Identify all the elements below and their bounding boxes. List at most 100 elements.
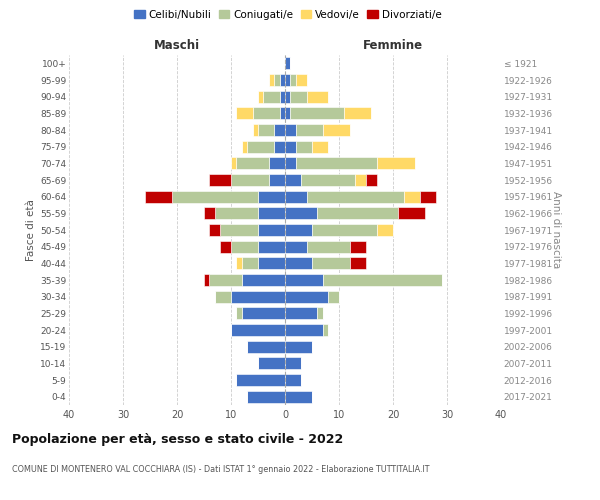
- Bar: [290, 108, 344, 120]
- Legend: Celibi/Nubili, Coniugati/e, Vedovi/e, Divorziati/e: Celibi/Nubili, Coniugati/e, Vedovi/e, Di…: [132, 8, 444, 22]
- Bar: [231, 174, 269, 186]
- Bar: [242, 140, 247, 152]
- Bar: [312, 140, 328, 152]
- Bar: [290, 74, 296, 86]
- Bar: [209, 174, 231, 186]
- Bar: [344, 108, 371, 120]
- Text: Maschi: Maschi: [154, 38, 200, 52]
- Bar: [269, 74, 274, 86]
- Bar: [258, 90, 263, 102]
- Bar: [323, 124, 350, 136]
- Bar: [258, 224, 285, 236]
- Bar: [285, 90, 290, 102]
- Bar: [274, 124, 285, 136]
- Bar: [317, 308, 323, 320]
- Bar: [328, 290, 339, 302]
- Bar: [285, 74, 290, 86]
- Bar: [220, 240, 231, 252]
- Bar: [285, 58, 290, 70]
- Bar: [280, 108, 285, 120]
- Bar: [307, 90, 328, 102]
- Bar: [145, 190, 172, 202]
- Bar: [366, 174, 377, 186]
- Bar: [355, 174, 366, 186]
- Bar: [253, 124, 258, 136]
- Bar: [215, 208, 258, 220]
- Bar: [377, 158, 415, 170]
- Bar: [312, 224, 377, 236]
- Bar: [231, 290, 285, 302]
- Bar: [301, 174, 355, 186]
- Bar: [398, 208, 425, 220]
- Text: COMUNE DI MONTENERO VAL COCCHIARA (IS) - Dati ISTAT 1° gennaio 2022 - Elaborazio: COMUNE DI MONTENERO VAL COCCHIARA (IS) -…: [12, 466, 430, 474]
- Bar: [377, 224, 393, 236]
- Bar: [285, 158, 296, 170]
- Bar: [236, 108, 253, 120]
- Bar: [350, 240, 366, 252]
- Bar: [285, 290, 328, 302]
- Bar: [420, 190, 436, 202]
- Bar: [172, 190, 258, 202]
- Text: Femmine: Femmine: [363, 38, 423, 52]
- Bar: [247, 340, 285, 352]
- Bar: [242, 258, 258, 270]
- Bar: [280, 90, 285, 102]
- Bar: [285, 374, 301, 386]
- Bar: [285, 224, 312, 236]
- Bar: [231, 158, 236, 170]
- Bar: [285, 108, 290, 120]
- Bar: [285, 190, 307, 202]
- Bar: [209, 224, 220, 236]
- Bar: [247, 390, 285, 402]
- Y-axis label: Fasce di età: Fasce di età: [26, 199, 36, 261]
- Bar: [285, 258, 312, 270]
- Bar: [307, 240, 350, 252]
- Bar: [258, 208, 285, 220]
- Bar: [285, 240, 307, 252]
- Bar: [236, 374, 285, 386]
- Bar: [258, 358, 285, 370]
- Text: Popolazione per età, sesso e stato civile - 2022: Popolazione per età, sesso e stato civil…: [12, 432, 343, 446]
- Bar: [285, 358, 301, 370]
- Bar: [285, 208, 317, 220]
- Bar: [285, 174, 301, 186]
- Bar: [296, 124, 323, 136]
- Bar: [253, 108, 280, 120]
- Bar: [274, 74, 280, 86]
- Bar: [236, 258, 242, 270]
- Bar: [269, 174, 285, 186]
- Bar: [285, 390, 312, 402]
- Bar: [209, 274, 242, 286]
- Bar: [258, 124, 274, 136]
- Bar: [285, 340, 312, 352]
- Bar: [258, 258, 285, 270]
- Bar: [231, 240, 258, 252]
- Bar: [280, 74, 285, 86]
- Bar: [242, 308, 285, 320]
- Bar: [296, 74, 307, 86]
- Bar: [204, 208, 215, 220]
- Bar: [247, 140, 274, 152]
- Bar: [312, 258, 350, 270]
- Bar: [323, 324, 328, 336]
- Bar: [307, 190, 404, 202]
- Bar: [317, 208, 398, 220]
- Bar: [323, 274, 442, 286]
- Bar: [215, 290, 231, 302]
- Bar: [258, 190, 285, 202]
- Bar: [242, 274, 285, 286]
- Bar: [285, 124, 296, 136]
- Bar: [285, 308, 317, 320]
- Bar: [296, 158, 377, 170]
- Bar: [296, 140, 312, 152]
- Bar: [290, 90, 307, 102]
- Bar: [231, 324, 285, 336]
- Bar: [285, 140, 296, 152]
- Bar: [258, 240, 285, 252]
- Bar: [274, 140, 285, 152]
- Bar: [263, 90, 280, 102]
- Bar: [236, 308, 242, 320]
- Bar: [220, 224, 258, 236]
- Bar: [269, 158, 285, 170]
- Bar: [350, 258, 366, 270]
